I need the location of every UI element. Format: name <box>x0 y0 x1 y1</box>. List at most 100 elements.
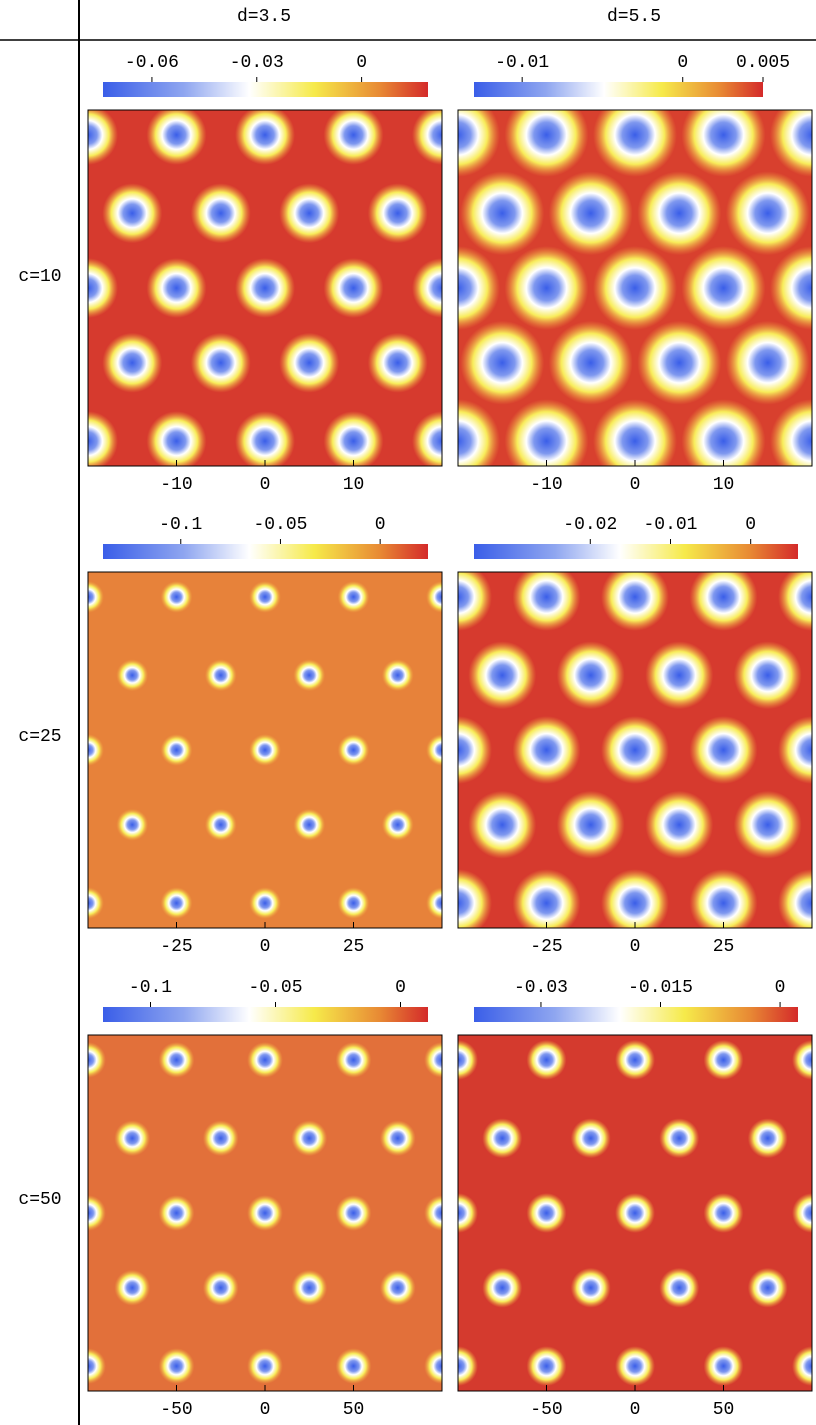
density-spot <box>526 1039 567 1080</box>
density-spot <box>458 716 492 784</box>
density-spot <box>249 734 281 766</box>
colorbar-tick-label: 0.005 <box>736 53 790 73</box>
colorbar-tick-label: -0.1 <box>159 515 202 535</box>
density-spot <box>778 572 812 631</box>
colorbar <box>474 82 763 97</box>
colorbar-tick-label: 0 <box>375 515 386 535</box>
density-spot <box>460 171 545 256</box>
x-tick-label: -10 <box>160 475 192 495</box>
x-tick-label: 0 <box>630 1400 641 1420</box>
x-tick-label: 0 <box>260 475 271 495</box>
density-spot <box>482 1267 523 1308</box>
density-spot <box>88 110 118 165</box>
density-spot <box>556 641 625 710</box>
colorbar-tick-label: 0 <box>356 53 367 73</box>
column-label: d=3.5 <box>237 7 291 27</box>
density-spot <box>703 1193 744 1233</box>
density-spot <box>689 572 758 631</box>
density-spot <box>725 320 810 405</box>
density-spot <box>689 716 758 784</box>
density-spot <box>458 572 492 631</box>
density-spot <box>88 1348 106 1385</box>
density-spot <box>426 580 442 613</box>
density-spot <box>512 572 581 631</box>
colorbar <box>103 82 428 97</box>
colorbar-tick-label: -0.03 <box>230 53 284 73</box>
density-spot <box>88 1041 106 1078</box>
density-spot <box>681 246 766 330</box>
density-field <box>88 110 442 466</box>
density-spot <box>681 110 766 177</box>
density-spot <box>337 887 370 920</box>
density-spot <box>114 1269 151 1306</box>
density-field <box>458 572 812 928</box>
density-spot <box>747 1118 788 1159</box>
density-spot <box>379 1269 416 1306</box>
density-spot <box>323 110 384 165</box>
x-tick-label: 0 <box>630 937 641 957</box>
density-spot <box>88 580 104 613</box>
density-spot <box>235 110 295 165</box>
density-spot <box>249 887 281 920</box>
x-tick-label: 25 <box>713 937 735 957</box>
row-label: c=10 <box>18 267 61 287</box>
density-spot <box>146 411 207 466</box>
density-field <box>458 1035 812 1391</box>
density-spot <box>681 399 766 466</box>
density-spot <box>689 869 758 928</box>
density-spot <box>158 1041 195 1078</box>
density-spot <box>379 1120 416 1157</box>
x-tick-label: -10 <box>530 475 562 495</box>
density-spot <box>778 869 812 928</box>
density-spot <box>659 1118 700 1159</box>
density-spot <box>703 1039 744 1080</box>
density-spot <box>247 1195 283 1231</box>
density-spot <box>367 183 428 244</box>
x-tick-label: 50 <box>713 1400 735 1420</box>
density-spot <box>412 110 442 165</box>
density-field <box>88 572 442 928</box>
x-tick-label: 0 <box>260 937 271 957</box>
density-spot <box>570 1118 611 1159</box>
density-spot <box>102 183 163 244</box>
density-spot <box>458 399 500 466</box>
density-spot <box>615 1039 655 1080</box>
density-spot <box>659 1267 700 1308</box>
density-spot <box>593 246 677 330</box>
colorbar-tick-label: -0.05 <box>253 515 307 535</box>
colorbar-tick-label: 0 <box>745 515 756 535</box>
colorbar-tick-label: -0.05 <box>248 978 302 998</box>
density-spot <box>235 411 295 466</box>
density-spot <box>335 1041 372 1078</box>
colorbar <box>474 1007 798 1022</box>
x-tick-label: 0 <box>260 1400 271 1420</box>
density-spot <box>160 887 193 920</box>
density-spot <box>426 734 442 766</box>
x-tick-label: -50 <box>160 1400 192 1420</box>
density-field <box>88 1035 442 1391</box>
density-spot <box>158 1195 195 1231</box>
density-spot <box>556 790 625 859</box>
row-label: c=25 <box>18 727 61 747</box>
density-spot <box>293 659 326 692</box>
colorbar <box>103 1007 428 1022</box>
colorbar-tick-label: -0.06 <box>125 53 179 73</box>
density-spot <box>512 716 581 784</box>
density-spot <box>291 1120 328 1157</box>
density-spot <box>504 399 589 466</box>
density-spot <box>770 246 812 330</box>
x-tick-label: 10 <box>343 475 365 495</box>
density-spot <box>424 1195 442 1231</box>
density-spot <box>526 1193 567 1233</box>
density-spot <box>792 1039 812 1080</box>
density-spot <box>468 641 537 710</box>
density-spot <box>249 580 281 613</box>
density-spot <box>190 183 251 244</box>
x-tick-label: 10 <box>713 475 735 495</box>
density-spot <box>116 659 149 692</box>
density-spot <box>770 110 812 177</box>
density-spot <box>615 1346 655 1387</box>
colorbar <box>474 544 798 559</box>
density-spot <box>88 411 118 466</box>
density-spot <box>601 572 669 631</box>
